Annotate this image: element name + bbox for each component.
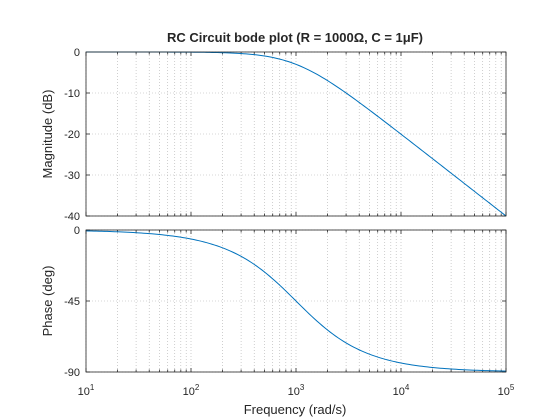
phase-axes: 0 -45 -90 Phase (deg) bbox=[40, 225, 507, 379]
phase-ylabel: Phase (deg) bbox=[40, 266, 55, 337]
magnitude-axes: 0 -10 -20 -30 -40 Magnitude (dB) bbox=[40, 47, 507, 223]
frequency-tick-label: 101 bbox=[78, 383, 95, 398]
phase-axes-box bbox=[85, 229, 507, 373]
magnitude-ytick-label: -40 bbox=[64, 211, 80, 223]
magnitude-ticks: 0 -10 -20 -30 -40 bbox=[64, 47, 507, 223]
phase-ytick-label: -90 bbox=[64, 367, 80, 379]
chart-title: RC Circuit bode plot (R = 1000Ω, C = 1μF… bbox=[167, 30, 423, 45]
frequency-tick-label: 103 bbox=[288, 383, 305, 398]
tick-exponent: 2 bbox=[195, 383, 200, 392]
phase-ticks: 0 -45 -90 bbox=[64, 225, 507, 379]
tick-base: 10 bbox=[78, 386, 90, 398]
tick-base: 10 bbox=[393, 386, 405, 398]
tick-exponent: 4 bbox=[405, 383, 410, 392]
magnitude-ytick-label: -20 bbox=[64, 129, 80, 141]
frequency-xlabel: Frequency (rad/s) bbox=[244, 402, 347, 417]
tick-base: 10 bbox=[288, 386, 300, 398]
magnitude-ylabel: Magnitude (dB) bbox=[40, 90, 55, 179]
phase-ytick-label: -45 bbox=[64, 296, 80, 308]
magnitude-axes-box bbox=[85, 51, 507, 217]
frequency-tick-label: 104 bbox=[393, 383, 410, 398]
frequency-tick-label: 102 bbox=[183, 383, 200, 398]
magnitude-grid bbox=[85, 51, 507, 217]
tick-base: 10 bbox=[183, 386, 195, 398]
phase-curve bbox=[85, 230, 507, 372]
frequency-tick-label: 105 bbox=[498, 383, 515, 398]
frequency-tick-labels: 101 102 103 104 105 bbox=[78, 383, 515, 398]
tick-exponent: 1 bbox=[90, 383, 95, 392]
tick-exponent: 5 bbox=[510, 383, 515, 392]
magnitude-ytick-label: -30 bbox=[64, 170, 80, 182]
tick-exponent: 3 bbox=[300, 383, 305, 392]
magnitude-ytick-label: -10 bbox=[64, 88, 80, 100]
tick-base: 10 bbox=[498, 386, 510, 398]
phase-ytick-label: 0 bbox=[74, 225, 80, 237]
magnitude-ytick-label: 0 bbox=[74, 47, 80, 59]
